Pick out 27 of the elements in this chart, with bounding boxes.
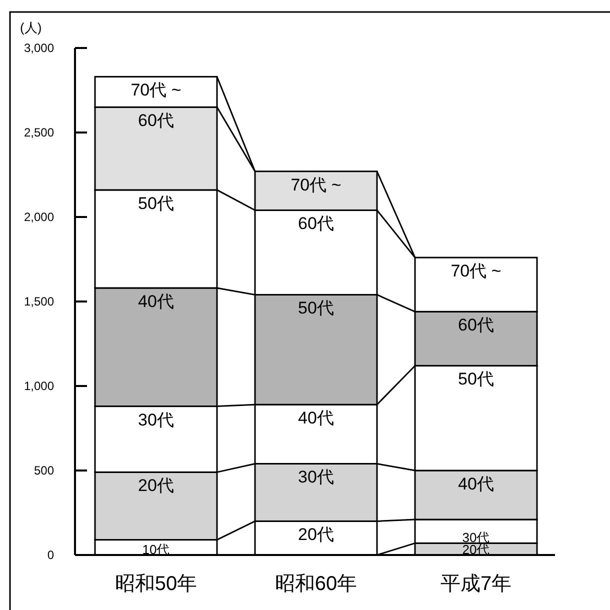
text: 30代 <box>298 468 334 487</box>
x-tick-label: 昭和60年 <box>274 573 358 595</box>
y-tick-label: 500 <box>34 464 54 478</box>
text: 70代 ~ <box>290 175 342 194</box>
text: 30代 <box>138 410 174 430</box>
text: 60代 <box>458 316 494 335</box>
y-tick-label: 0 <box>47 548 54 562</box>
x-tick-label: 平成7年 <box>440 573 512 595</box>
y-axis-title: (人) <box>20 20 42 35</box>
y-tick-label: 2,500 <box>24 126 54 140</box>
text: 50代 <box>458 370 494 389</box>
y-tick-label: 1,500 <box>24 294 54 308</box>
text: 40代 <box>458 474 494 494</box>
y-tick-label: 3,000 <box>24 41 54 55</box>
series-label: 60代 <box>138 111 174 130</box>
x-tick-label: 昭和50年 <box>114 573 198 595</box>
text: 70代 ~ <box>450 262 502 281</box>
y-tick-label: 1,000 <box>24 379 54 393</box>
text: 40代 <box>298 408 334 428</box>
series-label: 50代 <box>138 194 174 213</box>
text: 60代 <box>298 214 334 234</box>
series-label: 70代 ~ <box>130 80 182 100</box>
text: 20代 <box>298 525 334 544</box>
text: 20代 <box>138 476 174 496</box>
series-label: 40代 <box>138 292 174 311</box>
text: 50代 <box>298 298 334 318</box>
y-tick-label: 2,000 <box>24 210 54 224</box>
